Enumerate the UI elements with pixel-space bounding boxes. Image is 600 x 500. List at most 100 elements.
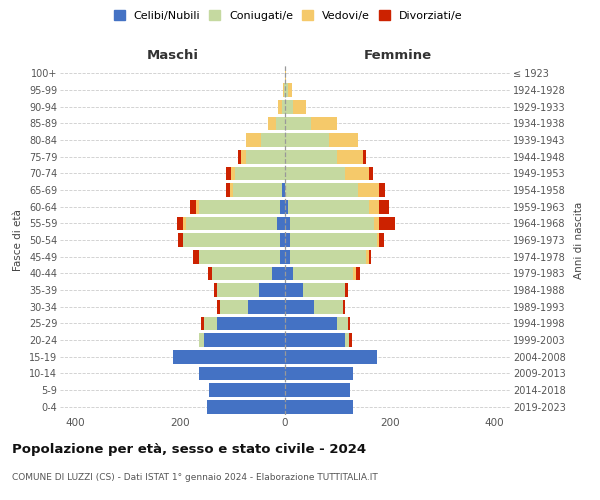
Bar [285,316,337,330]
Bar [311,116,337,130]
Bar [358,183,379,197]
Bar [366,250,369,264]
Bar [283,83,284,97]
Bar [285,116,311,130]
Text: Maschi: Maschi [146,48,199,62]
Bar [238,150,241,164]
Bar [345,166,369,180]
Bar [183,233,280,247]
Bar [278,100,283,114]
Bar [262,133,285,147]
Bar [214,283,217,297]
Bar [199,333,204,347]
Bar [345,283,348,297]
Bar [356,266,360,280]
Bar [349,333,352,347]
Bar [285,83,287,97]
Bar [235,166,285,180]
Bar [285,250,290,264]
Bar [285,200,287,213]
Bar [272,266,285,280]
Bar [199,250,280,264]
Bar [246,150,285,164]
Bar [285,366,353,380]
Bar [190,200,196,213]
Bar [283,183,285,197]
Bar [345,333,349,347]
Bar [285,400,353,413]
Bar [343,300,345,314]
Bar [176,216,183,230]
Bar [230,183,233,197]
Bar [204,333,285,347]
Bar [290,233,377,247]
Bar [246,133,262,147]
Bar [204,316,217,330]
Bar [337,150,364,164]
Bar [275,116,285,130]
Bar [199,200,280,213]
Bar [206,400,285,413]
Text: Femmine: Femmine [364,48,431,62]
Bar [241,150,246,164]
Bar [285,233,290,247]
Bar [348,316,350,330]
Bar [379,200,389,213]
Bar [353,266,356,280]
Bar [280,200,285,213]
Bar [337,316,348,330]
Bar [285,183,358,197]
Bar [285,66,286,80]
Bar [185,216,277,230]
Bar [369,200,379,213]
Bar [364,150,366,164]
Bar [290,216,374,230]
Text: COMUNE DI LUZZI (CS) - Dati ISTAT 1° gennaio 2024 - Elaborazione TUTTITALIA.IT: COMUNE DI LUZZI (CS) - Dati ISTAT 1° gen… [12,472,378,482]
Bar [285,150,337,164]
Bar [226,183,230,197]
Bar [293,100,306,114]
Bar [193,250,199,264]
Bar [220,300,248,314]
Bar [209,383,285,397]
Bar [290,250,366,264]
Bar [285,333,345,347]
Bar [208,266,212,280]
Bar [285,133,329,147]
Bar [293,266,353,280]
Bar [280,250,285,264]
Bar [226,166,231,180]
Bar [285,383,350,397]
Bar [285,216,290,230]
Bar [248,300,285,314]
Bar [196,200,199,213]
Bar [285,283,304,297]
Bar [369,250,371,264]
Bar [379,183,385,197]
Bar [285,300,314,314]
Text: Popolazione per età, sesso e stato civile - 2024: Popolazione per età, sesso e stato civil… [12,442,366,456]
Bar [233,183,283,197]
Bar [379,216,395,230]
Bar [217,316,285,330]
Bar [287,200,369,213]
Bar [178,233,183,247]
Bar [374,216,379,230]
Bar [217,283,259,297]
Bar [217,300,220,314]
Bar [280,233,285,247]
Bar [284,83,285,97]
Bar [369,166,373,180]
Bar [285,100,293,114]
Bar [283,100,285,114]
Bar [199,366,285,380]
Bar [379,233,385,247]
Legend: Celibi/Nubili, Coniugati/e, Vedovi/e, Divorziati/e: Celibi/Nubili, Coniugati/e, Vedovi/e, Di… [112,8,464,23]
Bar [183,216,185,230]
Bar [329,133,358,147]
Bar [287,83,292,97]
Bar [277,216,285,230]
Bar [377,233,379,247]
Bar [314,300,343,314]
Bar [268,116,275,130]
